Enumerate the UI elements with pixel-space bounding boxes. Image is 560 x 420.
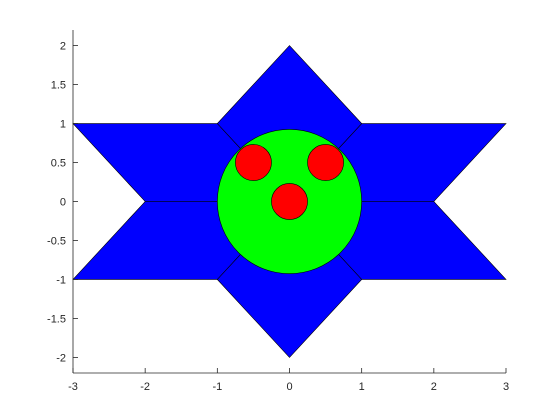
- left-eye-circle: [235, 144, 272, 181]
- y-tick-label: -1.5: [47, 313, 66, 325]
- x-tick-label: 1: [359, 381, 365, 393]
- y-tick-label: -1: [56, 274, 66, 286]
- y-tick-label: 0: [60, 197, 66, 209]
- x-tick-label: -1: [212, 381, 222, 393]
- y-tick-label: -2: [56, 352, 66, 364]
- x-tick-label: -3: [68, 381, 78, 393]
- right-eye-circle: [307, 144, 344, 181]
- y-tick-label: -0.5: [47, 235, 66, 247]
- shapes-layer: [72, 45, 507, 358]
- x-tick-label: 3: [503, 381, 509, 393]
- y-tick-label: 1.5: [51, 80, 66, 92]
- x-tick-label: 0: [286, 381, 292, 393]
- axes-layer: -3 -2 -1 0 1 2 3 -2 -1.5 -1 -0.5 0 0.5 1 1.5 2: [47, 30, 509, 393]
- y-tick-label: 2: [60, 41, 66, 53]
- y-tick-label: 1: [60, 119, 66, 131]
- y-tick-label: 0.5: [51, 158, 66, 170]
- nose-circle: [271, 183, 308, 220]
- x-tick-label: 2: [431, 381, 437, 393]
- x-tick-label: -2: [140, 381, 150, 393]
